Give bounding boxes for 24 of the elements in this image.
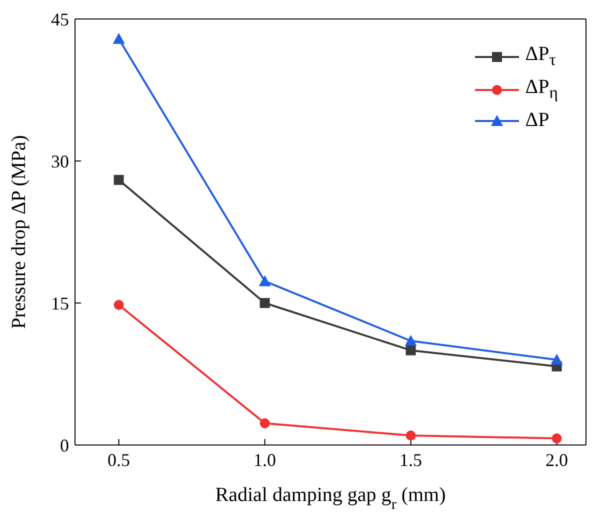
- point: [406, 345, 416, 356]
- point: [260, 298, 270, 308]
- legend-label: ΔP: [525, 109, 550, 132]
- point: [260, 418, 270, 428]
- point: [114, 300, 124, 310]
- point: [406, 430, 416, 441]
- point: [258, 275, 271, 286]
- point: [114, 174, 124, 185]
- x-tick-label: 1.5: [400, 450, 422, 470]
- point: [552, 433, 562, 444]
- point: [112, 32, 125, 44]
- x-tick-label: 2.0: [546, 450, 568, 470]
- point: [550, 354, 563, 365]
- x-tick-label: 1.0: [254, 450, 276, 470]
- y-tick-label: 15: [51, 293, 69, 314]
- y-tick-label: 0: [60, 435, 69, 456]
- legend-label: ΔP$_{η}$: [525, 76, 558, 103]
- y-tick-label: 30: [51, 151, 69, 172]
- legend-label: ΔP$_{τ}$: [525, 43, 556, 70]
- x-axis-title: Radial damping gap g$_{r}$ (mm): [215, 484, 446, 513]
- point: [404, 334, 417, 346]
- x-tick-label: 0.5: [108, 450, 130, 470]
- y-axis-title: Pressure drop ΔP (MPa): [8, 135, 30, 329]
- y-tick-label: 45: [51, 9, 69, 30]
